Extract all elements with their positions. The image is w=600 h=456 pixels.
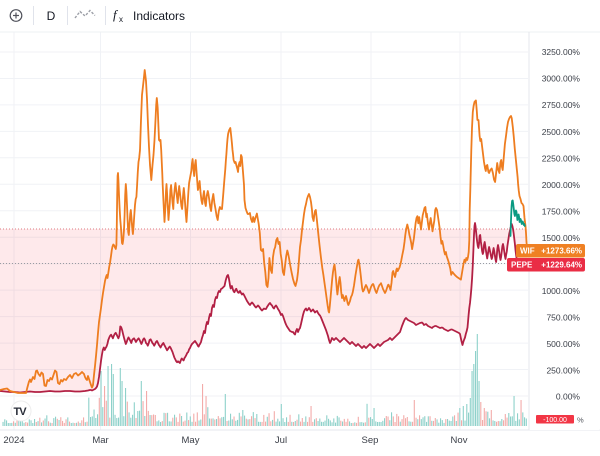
svg-text:-100.00: -100.00 — [543, 417, 567, 424]
svg-text:750.00%: 750.00% — [546, 313, 580, 323]
svg-text:x: x — [119, 15, 123, 24]
svg-text:1000.00%: 1000.00% — [542, 286, 581, 296]
svg-text:f: f — [113, 7, 119, 22]
svg-text:250.00%: 250.00% — [546, 366, 580, 376]
svg-text:TV: TV — [14, 406, 28, 418]
svg-text:1500.00%: 1500.00% — [542, 233, 581, 243]
svg-text:May: May — [182, 435, 200, 446]
svg-text:%: % — [577, 416, 584, 425]
svg-text:PEPE: PEPE — [511, 261, 533, 270]
svg-text:500.00%: 500.00% — [546, 339, 580, 349]
svg-text:Nov: Nov — [451, 435, 468, 446]
svg-text:3250.00%: 3250.00% — [542, 47, 581, 57]
svg-text:2000.00%: 2000.00% — [542, 180, 581, 190]
svg-text:D: D — [47, 9, 56, 23]
svg-text:1750.00%: 1750.00% — [542, 207, 581, 217]
svg-text:2250.00%: 2250.00% — [542, 154, 581, 164]
svg-text:Sep: Sep — [362, 435, 379, 446]
svg-text:2024: 2024 — [3, 435, 24, 446]
svg-text:2500.00%: 2500.00% — [542, 127, 581, 137]
svg-text:Mar: Mar — [92, 435, 108, 446]
svg-text:Indicators: Indicators — [133, 9, 185, 23]
svg-text:0.00%: 0.00% — [556, 392, 581, 402]
svg-text:2750.00%: 2750.00% — [542, 100, 581, 110]
svg-text:Jul: Jul — [275, 435, 287, 446]
svg-text:+1229.64%: +1229.64% — [541, 261, 582, 270]
svg-text:3000.00%: 3000.00% — [542, 74, 581, 84]
svg-text:WIF: WIF — [520, 247, 535, 256]
svg-text:+1273.66%: +1273.66% — [541, 247, 582, 256]
